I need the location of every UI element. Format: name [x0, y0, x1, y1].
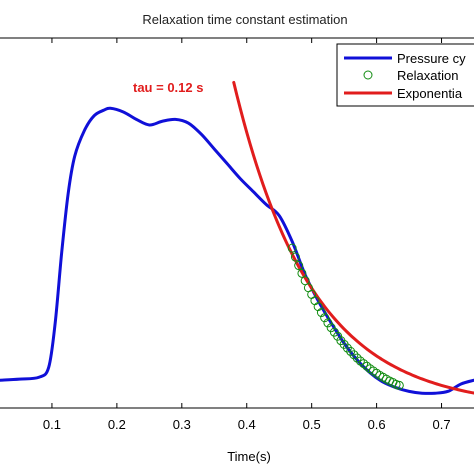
relaxation-marker: [326, 323, 336, 333]
relaxation-marker: [294, 261, 304, 271]
x-tick-label: 0.4: [238, 417, 256, 432]
legend-label: Relaxation: [397, 68, 458, 83]
relaxation-marker: [297, 268, 307, 278]
legend-items: Pressure cy Relaxation Exponentia: [344, 51, 466, 101]
relaxation-marker: [346, 346, 356, 356]
x-axis: 0.1 0.2 0.3 0.4 0.5 0.6 0.7: [43, 38, 451, 432]
exponential-fit-line: [232, 80, 474, 395]
relaxation-marker: [355, 356, 365, 366]
relaxation-marker: [394, 380, 404, 390]
relaxation-marker: [333, 331, 343, 341]
legend: Pressure cy Relaxation Exponentia: [336, 43, 474, 107]
x-tick-label: 0.3: [173, 417, 191, 432]
x-axis-label: Time(s): [227, 449, 271, 464]
relaxation-marker: [290, 252, 300, 262]
tau-annotation: tau = 0.12 s: [133, 80, 203, 95]
series-layer: [0, 80, 474, 395]
legend-label: Exponentia: [397, 86, 463, 101]
x-tick-label: 0.7: [432, 417, 450, 432]
legend-box: [336, 43, 474, 107]
relaxation-marker: [362, 361, 372, 371]
chart-title: Relaxation time constant estimation: [142, 12, 347, 27]
x-tick-label: 0.5: [303, 417, 321, 432]
x-tick-label: 0.1: [43, 417, 61, 432]
relaxation-marker: [323, 318, 333, 328]
relaxation-marker: [287, 243, 297, 253]
relaxation-marker: [316, 308, 326, 318]
x-tick-label: 0.6: [368, 417, 386, 432]
legend-marker-relaxation: [363, 70, 373, 80]
relaxation-marker: [359, 359, 369, 369]
relaxation-marker: [342, 343, 352, 353]
x-tick-label: 0.2: [108, 417, 126, 432]
relaxation-marker: [352, 353, 362, 363]
relaxation-marker: [349, 350, 359, 360]
legend-label: Pressure cy: [397, 51, 466, 66]
relaxation-marker: [320, 313, 330, 323]
